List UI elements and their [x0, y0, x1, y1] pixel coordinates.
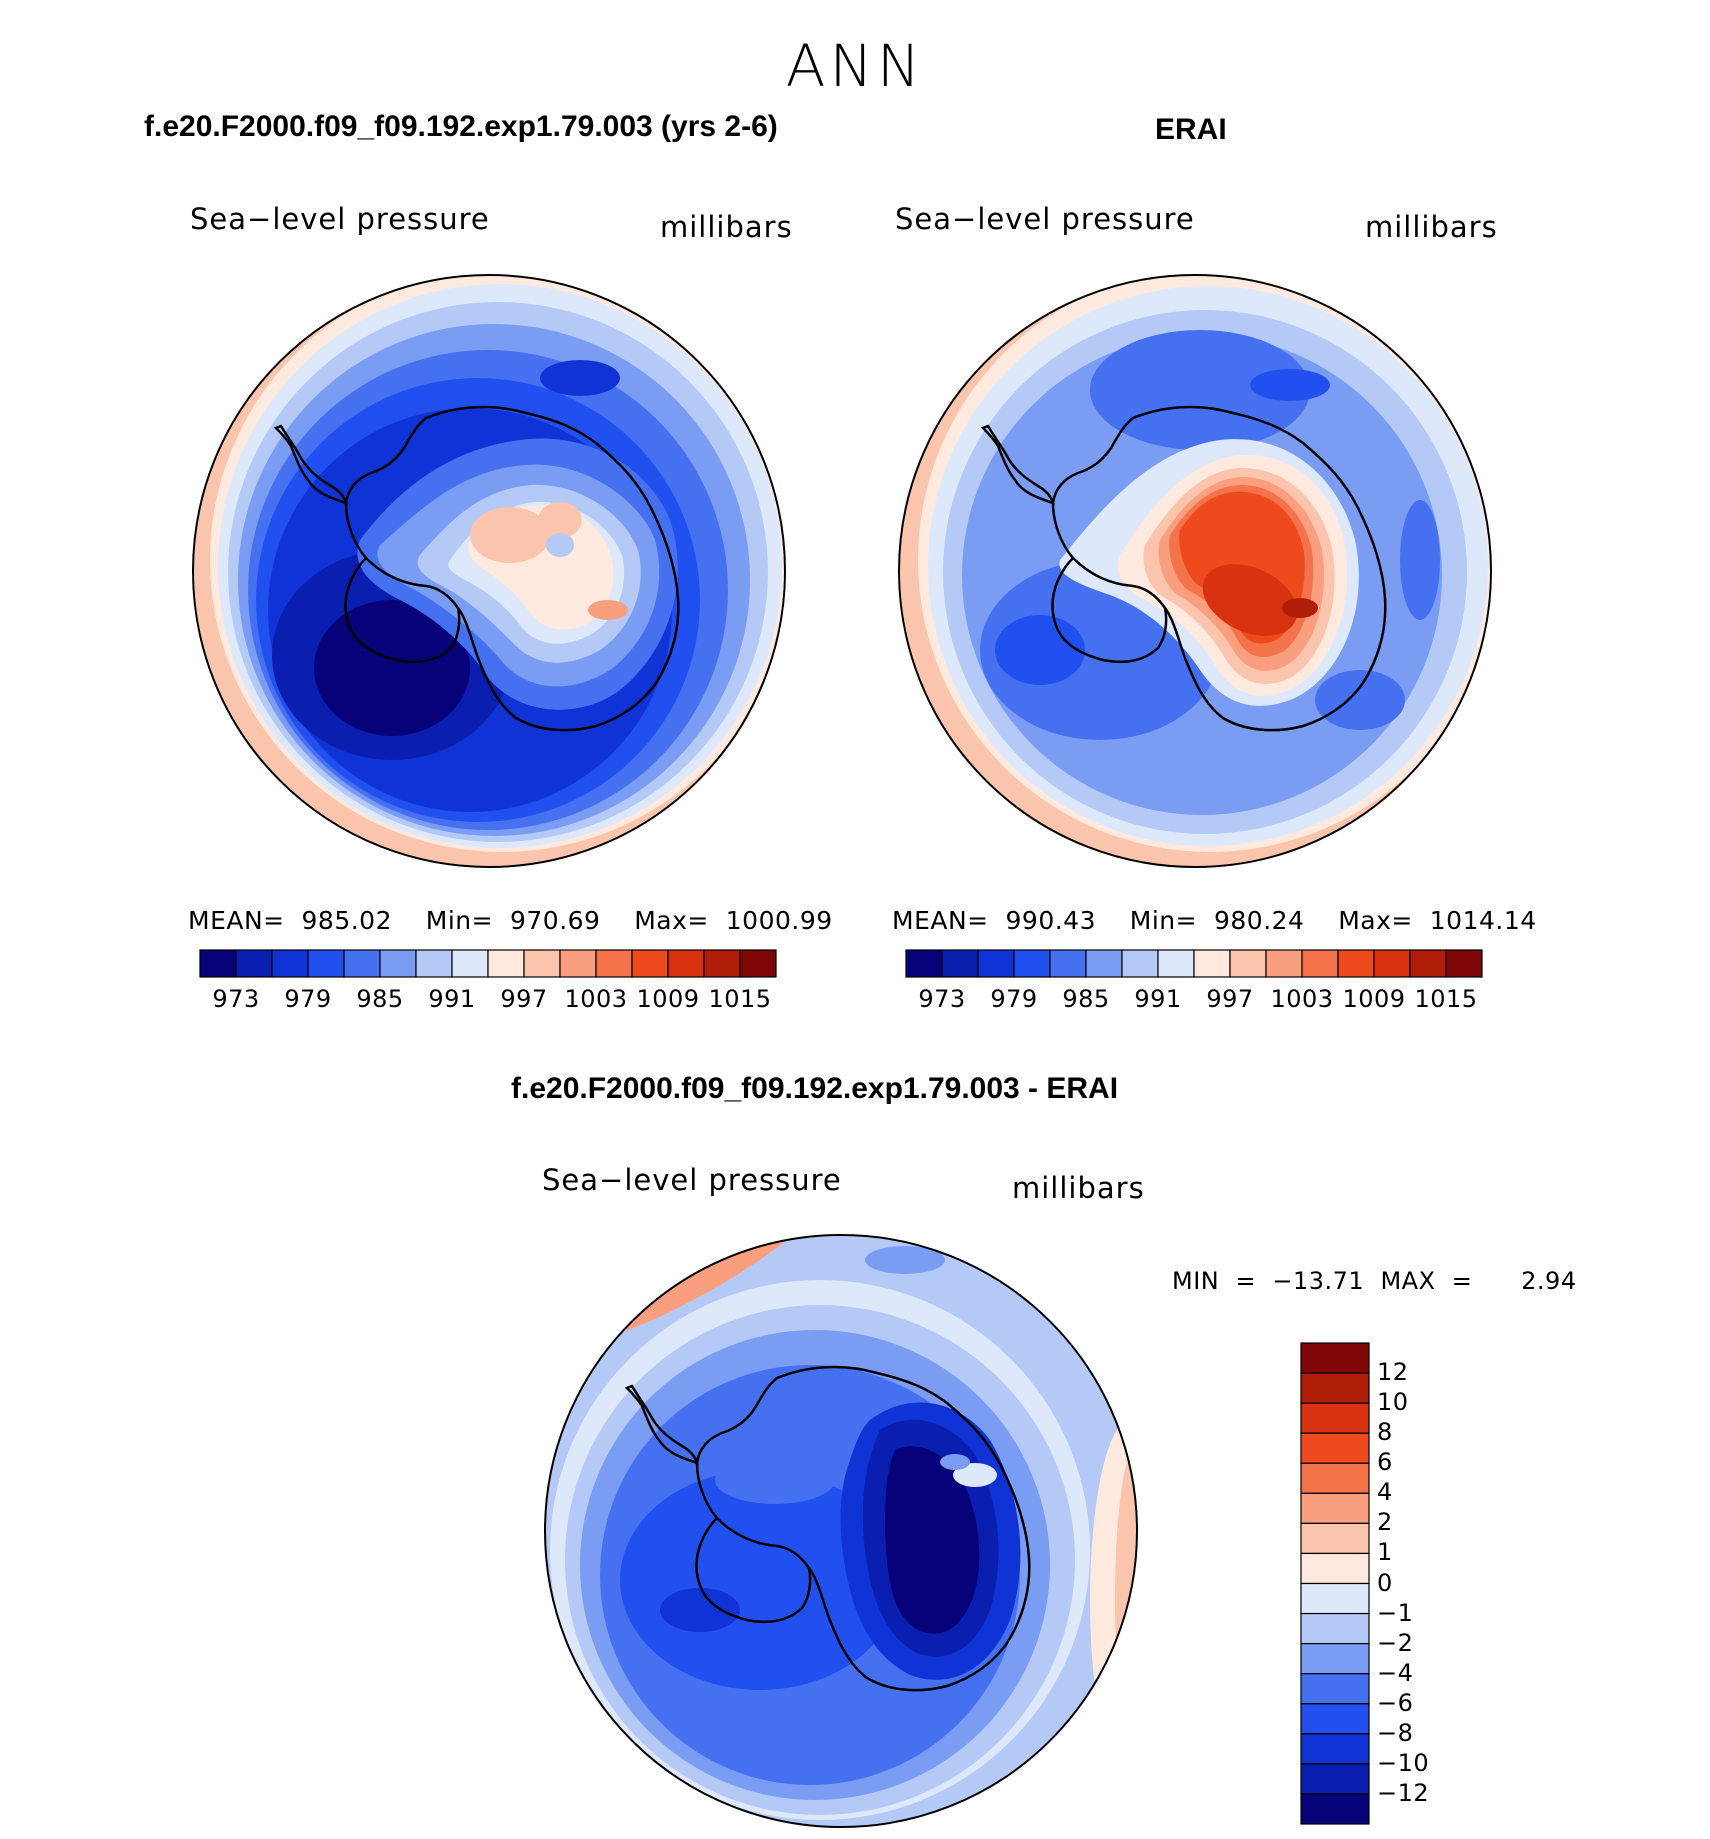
colorbar-swatch: [1300, 1793, 1370, 1825]
colorbar-swatch: [1300, 1462, 1370, 1494]
colorbar-swatch: [235, 949, 273, 978]
colorbar-tick-label: 8: [1377, 1418, 1393, 1447]
colorbar-swatch: [523, 949, 561, 978]
colorbar-tick-label: −4: [1377, 1658, 1414, 1687]
colorbar-swatch: [1300, 1552, 1370, 1585]
colorbar-tick-label: 1015: [708, 985, 772, 1013]
colorbar-tick-label: −10: [1377, 1748, 1430, 1777]
panel1-stats: MEAN= 985.02 Min= 970.69 Max= 1000.99: [188, 906, 833, 935]
colorbar-tick-label: 997: [500, 985, 548, 1013]
colorbar-swatch: [1300, 1643, 1370, 1675]
panel1-units-label: millibars: [660, 210, 793, 244]
colorbar-swatch: [1300, 1522, 1370, 1555]
colorbar-tick-label: 2: [1377, 1508, 1393, 1537]
colorbar-swatch: [559, 949, 597, 978]
panel2-map: [898, 274, 1492, 868]
colorbar-swatch: [703, 949, 741, 978]
colorbar-swatch: [451, 949, 489, 978]
colorbar-swatch: [1300, 1402, 1370, 1434]
panel1-variable-label: Sea−level pressure: [190, 202, 490, 236]
colorbar-tick-label: 985: [1062, 985, 1110, 1013]
colorbar-swatch: [1300, 1492, 1370, 1524]
colorbar-swatch: [1300, 1372, 1370, 1404]
colorbar-swatch: [1229, 949, 1267, 978]
colorbar-swatch: [1121, 949, 1159, 978]
colorbar-tick-label: 973: [918, 985, 966, 1013]
panel3-map: [544, 1234, 1138, 1828]
colorbar-swatch: [1193, 949, 1231, 978]
colorbar-tick-label: 6: [1377, 1448, 1393, 1477]
colorbar-swatch: [1301, 949, 1339, 978]
colorbar-swatch: [1265, 949, 1303, 978]
colorbar-tick-label: −6: [1377, 1688, 1414, 1717]
diff-colorbar: [1300, 1342, 1370, 1825]
colorbar-tick-label: −8: [1377, 1718, 1414, 1747]
colorbar-tick-label: 1009: [636, 985, 700, 1013]
colorbar-swatch: [941, 949, 979, 978]
colorbar-tick-label: 979: [284, 985, 332, 1013]
colorbar-swatch: [1049, 949, 1087, 978]
colorbar-swatch: [199, 949, 237, 978]
panel3-variable-label: Sea−level pressure: [542, 1163, 842, 1197]
colorbar-tick-label: 10: [1377, 1388, 1409, 1417]
colorbar-swatch: [307, 949, 345, 978]
colorbar-tick-label: 991: [1134, 985, 1182, 1013]
colorbar-swatch: [1300, 1582, 1370, 1615]
colorbar-tick-label: 0: [1377, 1568, 1393, 1597]
colorbar-swatch: [1300, 1612, 1370, 1645]
colorbar-swatch: [595, 949, 633, 978]
season-title: ANN: [785, 32, 925, 100]
colorbar-swatch: [343, 949, 381, 978]
colorbar-tick-label: 1003: [564, 985, 628, 1013]
colorbar-swatch: [1300, 1733, 1370, 1765]
panel3-case-title: f.e20.F2000.f09_f09.192.exp1.79.003 - ER…: [511, 1072, 1119, 1105]
colorbar-swatch: [1409, 949, 1447, 978]
colorbar-swatch: [1300, 1342, 1370, 1374]
panel3-stats: MIN = −13.71 MAX = 2.94: [1172, 1267, 1577, 1295]
colorbar-tick-label: 979: [990, 985, 1038, 1013]
colorbar-swatch: [977, 949, 1015, 978]
colorbar-swatch: [905, 949, 943, 978]
colorbar-tick-label: −12: [1377, 1778, 1430, 1807]
colorbar-swatch: [1300, 1763, 1370, 1795]
panel2-colorbar: [905, 949, 1483, 978]
colorbar-tick-label: −1: [1377, 1598, 1414, 1627]
colorbar-swatch: [1300, 1703, 1370, 1735]
colorbar-swatch: [271, 949, 309, 978]
colorbar-tick-label: 991: [428, 985, 476, 1013]
colorbar-tick-label: 1009: [1342, 985, 1406, 1013]
colorbar-swatch: [415, 949, 453, 978]
colorbar-swatch: [1085, 949, 1123, 978]
colorbar-swatch: [1300, 1432, 1370, 1464]
colorbar-swatch: [1157, 949, 1195, 978]
colorbar-tick-label: 1: [1377, 1538, 1393, 1567]
colorbar-tick-label: 985: [356, 985, 404, 1013]
colorbar-tick-label: 1015: [1414, 985, 1478, 1013]
colorbar-swatch: [1300, 1673, 1370, 1705]
panel2-stats: MEAN= 990.43 Min= 980.24 Max= 1014.14: [892, 906, 1537, 935]
colorbar-tick-label: 997: [1206, 985, 1254, 1013]
colorbar-tick-label: −2: [1377, 1628, 1414, 1657]
colorbar-swatch: [667, 949, 705, 978]
panel2-units-label: millibars: [1365, 210, 1498, 244]
colorbar-swatch: [379, 949, 417, 978]
panel1-case-title: f.e20.F2000.f09_f09.192.exp1.79.003 (yrs…: [144, 110, 778, 143]
colorbar-tick-label: 12: [1377, 1358, 1409, 1387]
colorbar-swatch: [1445, 949, 1483, 978]
colorbar-swatch: [1013, 949, 1051, 978]
colorbar-swatch: [487, 949, 525, 978]
colorbar-swatch: [631, 949, 669, 978]
colorbar-swatch: [1373, 949, 1411, 978]
panel2-variable-label: Sea−level pressure: [895, 202, 1195, 236]
colorbar-swatch: [739, 949, 777, 978]
colorbar-tick-label: 4: [1377, 1478, 1393, 1507]
panel2-case-title: ERAI: [1155, 113, 1227, 146]
panel1-colorbar: [199, 949, 777, 978]
panel1-map: [192, 274, 786, 868]
colorbar-swatch: [1337, 949, 1375, 978]
colorbar-tick-label: 1003: [1270, 985, 1334, 1013]
colorbar-tick-label: 973: [212, 985, 260, 1013]
panel3-units-label: millibars: [1012, 1171, 1145, 1205]
